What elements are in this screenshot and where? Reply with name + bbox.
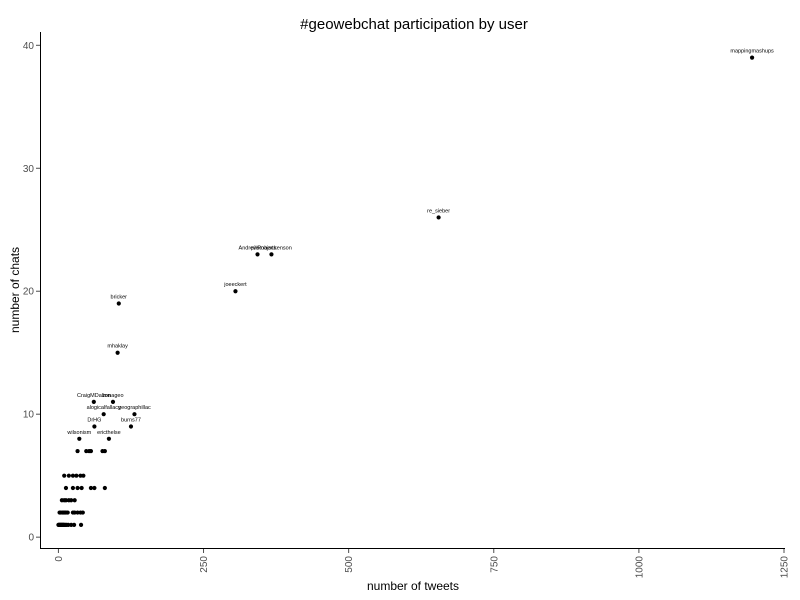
data-point <box>116 301 121 306</box>
data-point <box>101 412 106 417</box>
data-point <box>78 473 83 478</box>
data-point <box>106 436 112 441</box>
point-label: alogicalfallacy <box>87 405 121 411</box>
point-label: CraigMDalton <box>77 393 111 399</box>
data-point <box>72 498 77 503</box>
point-label: ericthelse <box>97 430 121 436</box>
y-tick-label: 30 <box>23 164 35 175</box>
x-axis-title: number of tweets <box>367 579 459 593</box>
data-point <box>77 436 82 441</box>
data-point <box>66 522 71 527</box>
point-label: burns77 <box>121 417 141 423</box>
data-point <box>110 399 116 404</box>
x-tick-label: 250 <box>199 556 210 573</box>
data-point <box>88 448 94 454</box>
data-point <box>74 473 79 478</box>
data-point <box>128 424 134 429</box>
data-point <box>65 510 70 515</box>
data-point <box>70 485 76 491</box>
data-point <box>255 252 260 257</box>
data-point <box>78 522 84 527</box>
data-point <box>84 448 89 454</box>
plot-area: mappingmashups re_sieber AndrewRobertspils… <box>56 49 774 527</box>
data-point <box>233 289 238 294</box>
y-tick-label: 40 <box>23 41 35 52</box>
point-label: AndrewRoberts <box>239 245 277 251</box>
data-point <box>63 485 69 491</box>
y-axis-title: number of chats <box>8 247 22 333</box>
data-point <box>71 522 77 527</box>
x-tick-label: 1250 <box>780 556 791 579</box>
x-axis-ticks: 0 250 500 750 1000 1250 <box>54 549 791 578</box>
point-label: bricker <box>111 295 128 301</box>
point-label: DrHG <box>87 417 101 423</box>
point-label: zonageo <box>102 393 123 399</box>
y-axis-ticks: 0 10 20 30 40 <box>23 41 40 544</box>
point-label: re_sieber <box>427 208 450 214</box>
y-tick-label: 10 <box>23 410 35 421</box>
point-label: joeeckert <box>223 282 247 288</box>
x-tick-label: 1000 <box>634 556 645 579</box>
data-point <box>69 522 74 527</box>
data-point <box>69 498 74 503</box>
point-label: geographillac <box>118 405 151 411</box>
x-tick-label: 750 <box>489 556 500 573</box>
point-label: wilsonism <box>66 430 91 436</box>
data-point <box>79 485 84 491</box>
data-point <box>80 510 85 515</box>
point-label: pilsmajackenson <box>251 245 292 251</box>
point-label: mappingmashups <box>730 49 774 55</box>
data-point <box>72 510 77 515</box>
data-point <box>91 399 96 404</box>
data-point <box>70 473 76 478</box>
data-point <box>92 485 97 491</box>
chart-title: #geowebchat participation by user <box>300 16 528 33</box>
data-point <box>75 510 80 515</box>
y-tick-label: 0 <box>28 533 34 544</box>
x-tick-label: 500 <box>344 556 355 573</box>
data-point <box>75 448 80 454</box>
data-point <box>62 473 67 478</box>
y-tick-label: 20 <box>23 287 35 298</box>
data-point <box>92 424 97 429</box>
point-label: mhaklay <box>107 344 128 350</box>
data-point <box>63 498 69 503</box>
data-point <box>66 473 71 478</box>
data-point <box>81 473 86 478</box>
data-point <box>132 412 137 417</box>
data-point <box>75 485 80 491</box>
data-point <box>102 448 107 454</box>
data-point <box>269 252 274 257</box>
data-point <box>115 350 120 355</box>
x-tick-label: 0 <box>54 556 65 562</box>
data-point <box>436 215 441 220</box>
data-point <box>102 485 107 491</box>
data-point <box>88 485 94 491</box>
data-point <box>749 55 755 60</box>
